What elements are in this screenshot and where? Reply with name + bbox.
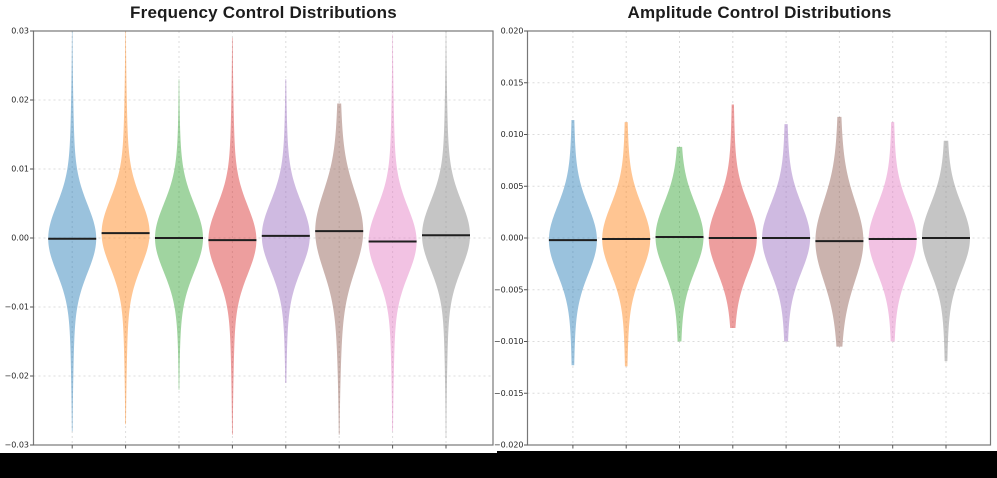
redaction-bar-left [0,453,497,478]
y-tick-label-frequency: −0.03 [4,441,29,450]
chart-title-amplitude: Amplitude Control Distributions [627,3,892,22]
violin-frequency-5 [261,79,310,383]
y-tick-label-amplitude: −0.020 [494,441,524,450]
violin-frequency-1 [48,31,97,432]
violin-amplitude-2 [602,122,651,367]
y-tick-label-amplitude: −0.005 [494,285,524,294]
violin-amplitude-6 [815,116,864,347]
chart-title-frequency: Frequency Control Distributions [130,3,397,22]
violin-amplitude-5 [762,124,811,342]
y-tick-label-frequency: 0.02 [11,96,29,105]
y-tick-label-amplitude: 0.005 [501,182,524,191]
y-tick-label-amplitude: 0.010 [501,130,524,139]
violin-amplitude-1 [548,120,597,366]
y-tick-label-amplitude: 0.015 [501,78,524,87]
violin-amplitude-3 [655,146,704,342]
y-tick-label-frequency: 0.03 [11,27,29,36]
y-tick-label-frequency: 0.01 [11,165,29,174]
violin-amplitude-4 [708,104,757,329]
violin-frequency-6 [315,103,364,435]
y-tick-label-frequency: 0.00 [11,234,29,243]
y-tick-label-amplitude: 0.020 [501,27,524,36]
violin-amplitude-7 [868,122,917,342]
y-tick-label-amplitude: −0.015 [494,389,524,398]
violin-amplitude-8 [922,140,970,362]
violin-frequency-3 [155,79,203,390]
y-tick-label-frequency: −0.02 [4,372,29,381]
y-tick-label-amplitude: −0.010 [494,337,524,346]
y-tick-label-frequency: −0.01 [4,303,29,312]
violin-frequency-2 [101,31,150,425]
y-tick-label-amplitude: 0.000 [501,234,524,243]
violin-frequency-4 [208,37,257,435]
violin-frequency-7 [368,34,417,432]
redaction-bar-right [497,451,997,478]
